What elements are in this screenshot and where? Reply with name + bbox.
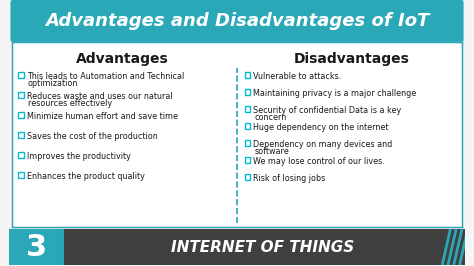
FancyBboxPatch shape xyxy=(245,123,250,129)
Text: Vulnerable to attacks.: Vulnerable to attacks. xyxy=(254,72,342,81)
Text: Advantages: Advantages xyxy=(76,52,169,66)
Bar xyxy=(9,230,465,265)
Text: This leads to Automation and Technical: This leads to Automation and Technical xyxy=(27,72,184,81)
FancyBboxPatch shape xyxy=(245,140,250,146)
FancyBboxPatch shape xyxy=(245,89,250,95)
Text: optimization: optimization xyxy=(28,79,78,88)
FancyBboxPatch shape xyxy=(10,0,464,42)
Text: software: software xyxy=(255,147,289,156)
Text: concern: concern xyxy=(255,113,287,122)
FancyBboxPatch shape xyxy=(18,72,24,78)
Text: Risk of losing jobs: Risk of losing jobs xyxy=(254,174,326,183)
Text: 3: 3 xyxy=(26,233,47,262)
FancyBboxPatch shape xyxy=(18,132,24,138)
FancyBboxPatch shape xyxy=(9,229,64,266)
Text: Disadvantages: Disadvantages xyxy=(293,52,409,66)
Text: resources effectively: resources effectively xyxy=(28,99,112,108)
FancyBboxPatch shape xyxy=(245,157,250,163)
Text: Maintaining privacy is a major challenge: Maintaining privacy is a major challenge xyxy=(254,89,417,98)
Text: Minimize human effort and save time: Minimize human effort and save time xyxy=(27,112,178,121)
Text: Enhances the product quality: Enhances the product quality xyxy=(27,172,145,181)
FancyBboxPatch shape xyxy=(18,92,24,98)
Text: Security of confidential Data is a key: Security of confidential Data is a key xyxy=(254,106,401,115)
Text: We may lose control of our lives.: We may lose control of our lives. xyxy=(254,157,385,166)
Text: INTERNET OF THINGS: INTERNET OF THINGS xyxy=(172,240,355,255)
Text: Advantages and Disadvantages of IoT: Advantages and Disadvantages of IoT xyxy=(45,12,429,30)
Text: Saves the cost of the production: Saves the cost of the production xyxy=(27,132,157,141)
Bar xyxy=(12,42,462,227)
FancyBboxPatch shape xyxy=(245,106,250,112)
Text: Dependency on many devices and: Dependency on many devices and xyxy=(254,140,392,149)
FancyBboxPatch shape xyxy=(18,172,24,178)
FancyBboxPatch shape xyxy=(245,174,250,180)
FancyBboxPatch shape xyxy=(245,72,250,78)
FancyBboxPatch shape xyxy=(18,152,24,158)
FancyBboxPatch shape xyxy=(18,112,24,118)
Text: Reduces waste and uses our natural: Reduces waste and uses our natural xyxy=(27,92,173,101)
Text: Improves the productivity: Improves the productivity xyxy=(27,152,131,161)
Text: Huge dependency on the internet: Huge dependency on the internet xyxy=(254,123,389,132)
